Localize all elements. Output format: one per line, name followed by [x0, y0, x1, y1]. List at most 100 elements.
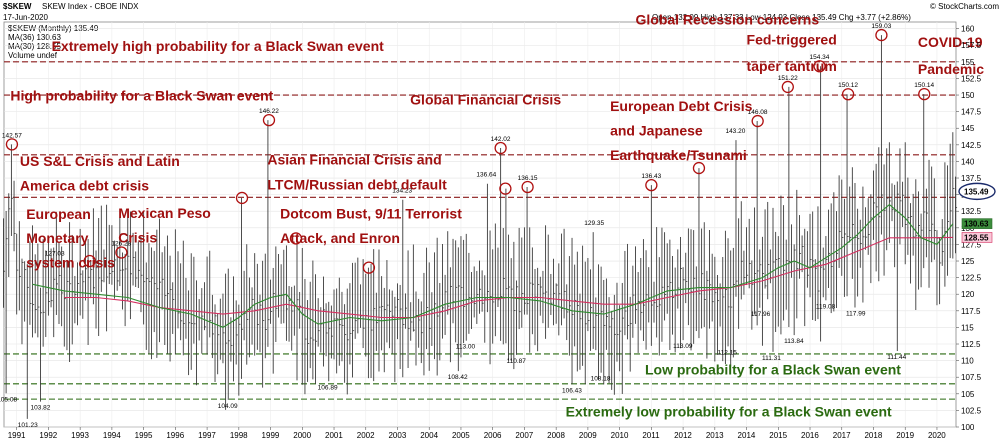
event-circle: [262, 113, 276, 127]
event-circle: [494, 141, 507, 155]
point-label: 143.20: [725, 128, 745, 135]
event-annotation: Fed-triggered: [747, 32, 837, 48]
probability-threshold-lines: [4, 61, 956, 400]
point-label: 151.22: [778, 75, 798, 82]
legend-ma-slow: MA(30) 128.55: [8, 42, 61, 51]
x-tick-label: 2008: [547, 431, 565, 440]
point-label: 136.64: [476, 172, 496, 179]
ma-fast-line: [32, 203, 954, 329]
x-tick-label: 2011: [642, 431, 660, 440]
y-tick-label: 117.5: [961, 307, 981, 316]
brand-watermark: © StockCharts.com: [930, 2, 999, 11]
event-annotation: Global Recession concerns: [635, 12, 819, 28]
event-annotation: European: [26, 206, 91, 222]
event-annotation: Attack, and Enron: [280, 230, 400, 246]
event-circle: [499, 182, 512, 195]
event-circle: [841, 88, 855, 101]
x-tick-label: 2001: [325, 431, 343, 440]
x-tick-label: 1995: [135, 431, 153, 440]
y-tick-label: 157.5: [961, 41, 982, 50]
event-annotation: Earthquake/Tsunami: [610, 147, 747, 163]
plot-area: 142.57 105.08 101.23 103.82 127.03 126.28 104.…: [0, 12, 984, 429]
point-label: 113.84: [784, 338, 804, 345]
x-tick-label: 2016: [801, 431, 819, 440]
event-circle: [918, 87, 931, 101]
x-tick-label: 2003: [388, 431, 406, 440]
event-circle: [875, 28, 888, 42]
price-tag-label: 128.55: [964, 233, 989, 242]
x-tick-label: 2000: [293, 431, 311, 440]
point-labels: 142.57 105.08 101.23 103.82 127.03 126.28 104.…: [0, 23, 935, 429]
price-tags: 135.49 130.63 128.55: [958, 182, 996, 243]
chart-symbol: $SKEW: [3, 2, 32, 11]
y-tick-label: 142.5: [961, 141, 982, 150]
event-annotation: system crisis: [26, 255, 115, 271]
point-label: 104.09: [218, 403, 238, 410]
x-tick-label: 1991: [8, 431, 26, 440]
x-tick-label: 2020: [928, 431, 946, 440]
point-label: 110.87: [506, 358, 526, 365]
x-tick-label: 2002: [357, 431, 375, 440]
point-label: 106.43: [562, 387, 582, 394]
point-label: 126.28: [111, 241, 131, 248]
y-tick-label: 107.5: [961, 373, 982, 382]
y-tick-label: 160: [961, 25, 975, 34]
y-tick-label: 115: [961, 323, 974, 332]
event-circle: [521, 180, 534, 194]
point-label: 111.31: [762, 355, 781, 362]
y-tick-label: 120: [961, 290, 975, 299]
point-label: 150.12: [838, 82, 858, 89]
x-tick-label: 2012: [674, 431, 692, 440]
x-tick-label: 2007: [515, 431, 533, 440]
x-tick-label: 2015: [769, 431, 787, 440]
x-tick-label: 1997: [198, 431, 216, 440]
y-tick-label: 140: [961, 157, 975, 166]
event-circle: [115, 246, 128, 259]
price-tag-box: [961, 218, 993, 229]
event-circle: [781, 80, 794, 94]
y-tick-label: 102.5: [961, 406, 982, 415]
event-annotation: and Japanese: [610, 123, 703, 139]
event-circle: [235, 191, 249, 205]
point-label: 150.14: [914, 82, 934, 89]
event-circle: [692, 161, 706, 175]
x-tick-label: 1994: [103, 431, 121, 440]
event-annotation: LTCM/Russian debt default: [267, 176, 447, 192]
point-label: 134.23: [392, 188, 412, 195]
event-annotation: Pandemic: [918, 61, 984, 77]
point-label: 108.42: [448, 374, 468, 381]
point-label: 136.43: [641, 173, 661, 180]
event-annotation: Crisis: [118, 229, 157, 245]
point-label: 119.08: [816, 303, 836, 310]
x-tick-label: 1993: [71, 431, 89, 440]
chart-name: SKEW Index - CBOE INDX: [42, 2, 139, 11]
point-label: 154.34: [810, 54, 830, 61]
moving-averages: [32, 203, 954, 329]
event-circle: [813, 60, 826, 73]
event-annotation: High probability for a Black Swan event: [10, 87, 273, 103]
x-tick-label: 2018: [864, 431, 882, 440]
event-annotation: Global Financial Crisis: [410, 91, 561, 107]
event-circle: [751, 114, 764, 128]
y-tick-label: 112.5: [961, 340, 981, 349]
point-label: 103.82: [30, 405, 50, 412]
event-circle: [362, 261, 376, 274]
event-annotation: Low probabilty for a Black Swan event: [645, 362, 901, 378]
x-tick-label: 1998: [230, 431, 248, 440]
point-label: 111.44: [887, 354, 906, 361]
x-tick-label: 1996: [166, 431, 184, 440]
event-circles: [5, 28, 931, 274]
x-tick-label: 2017: [833, 431, 851, 440]
x-tick-label: 2006: [484, 431, 502, 440]
y-tick-label: 110: [961, 357, 974, 366]
x-tick-label: 1992: [39, 431, 57, 440]
point-label: 142.02: [491, 136, 511, 143]
point-label: 142.57: [2, 132, 22, 139]
event-circle: [83, 254, 96, 268]
y-tick-label: 137.5: [961, 174, 982, 183]
y-tick-label: 147.5: [961, 108, 982, 117]
chart-date: 17-Jun-2020: [3, 13, 48, 22]
point-label: 113.00: [456, 344, 476, 351]
